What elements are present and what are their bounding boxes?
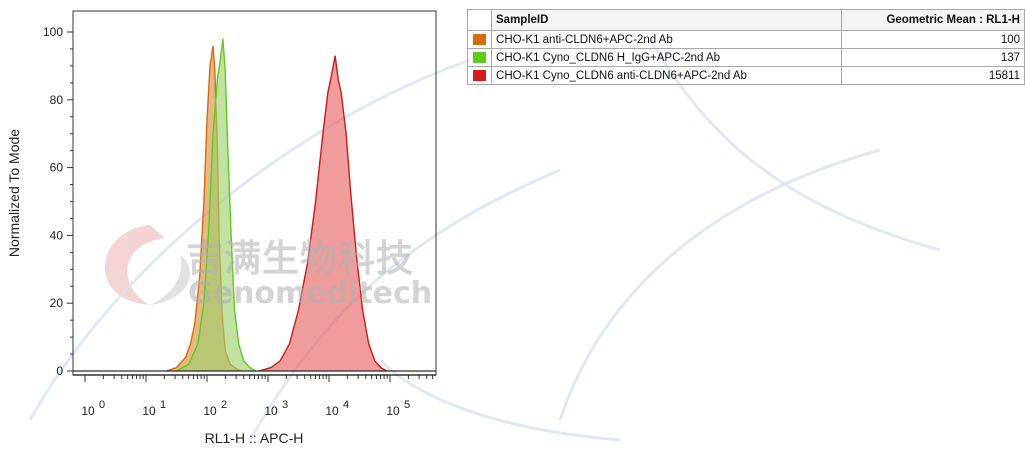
series-fill-2 <box>258 55 387 371</box>
color-swatch-cell <box>466 30 493 49</box>
stats-header-row: SampleID Geometric Mean : RL1-H <box>466 9 1025 31</box>
sample-id-cell: CHO-K1 Cyno_CLDN6 H_IgG+APC-2nd Ab <box>491 48 842 67</box>
x-tick-exponent: 1 <box>160 399 166 411</box>
sample-id-cell: CHO-K1 Cyno_CLDN6 anti-CLDN6+APC-2nd Ab <box>491 66 842 85</box>
y-tick-label: 60 <box>50 161 64 175</box>
color-swatch-cell <box>466 48 493 67</box>
x-tick-base: 10 <box>81 404 95 418</box>
x-tick-exponent: 5 <box>404 399 410 411</box>
x-tick-exponent: 2 <box>221 399 227 411</box>
y-tick-label: 20 <box>50 296 64 310</box>
color-swatch <box>473 69 486 81</box>
geomean-value-cell: 100 <box>840 30 1025 49</box>
y-axis: 0 20 40 60 80 100 <box>43 11 74 378</box>
sampleid-header[interactable]: SampleID <box>491 9 842 31</box>
x-tick-exponent: 3 <box>282 399 288 411</box>
x-tick-base: 10 <box>264 404 278 418</box>
series-fill-1 <box>176 38 256 372</box>
color-swatch <box>473 51 486 63</box>
x-axis: 10 0 10 1 10 2 10 3 10 4 10 5 <box>73 374 436 418</box>
series-line-1 <box>176 38 257 372</box>
color-swatch-cell <box>466 66 493 85</box>
x-tick-base: 10 <box>203 404 217 418</box>
stats-row[interactable]: CHO-K1 Cyno_CLDN6 anti-CLDN6+APC-2nd Ab 1… <box>466 66 1025 85</box>
y-tick-label: 0 <box>56 364 63 378</box>
y-tick-label: 40 <box>50 228 64 242</box>
plot-area <box>72 10 437 376</box>
sample-id-cell: CHO-K1 anti-CLDN6+APC-2nd Ab <box>491 30 842 49</box>
plot-frame <box>72 10 437 376</box>
swatch-header <box>466 9 493 31</box>
x-tick-exponent: 0 <box>99 399 105 411</box>
x-tick-base: 10 <box>386 404 400 418</box>
geomean-value-cell: 137 <box>840 48 1025 67</box>
x-tick-base: 10 <box>325 404 339 418</box>
stats-row[interactable]: CHO-K1 Cyno_CLDN6 H_IgG+APC-2nd Ab 137 <box>466 48 1025 67</box>
x-tick-exponent: 4 <box>343 399 349 411</box>
series-line-2 <box>258 55 388 372</box>
y-axis-label: Normalized To Mode <box>6 129 22 257</box>
stats-table: SampleID Geometric Mean : RL1-H CHO-K1 a… <box>466 9 1025 85</box>
geomean-value-cell: 15811 <box>840 66 1025 85</box>
watermark-arcs <box>28 39 941 442</box>
geomean-header[interactable]: Geometric Mean : RL1-H <box>840 9 1025 31</box>
x-axis-label: RL1-H :: APC-H <box>205 430 304 446</box>
series-layer <box>73 38 436 372</box>
color-swatch <box>473 33 486 45</box>
watermark-logo <box>104 225 190 305</box>
y-tick-label: 80 <box>50 93 64 107</box>
x-tick-base: 10 <box>142 404 156 418</box>
y-tick-label: 100 <box>43 25 63 39</box>
stats-row[interactable]: CHO-K1 anti-CLDN6+APC-2nd Ab 100 <box>466 30 1025 49</box>
